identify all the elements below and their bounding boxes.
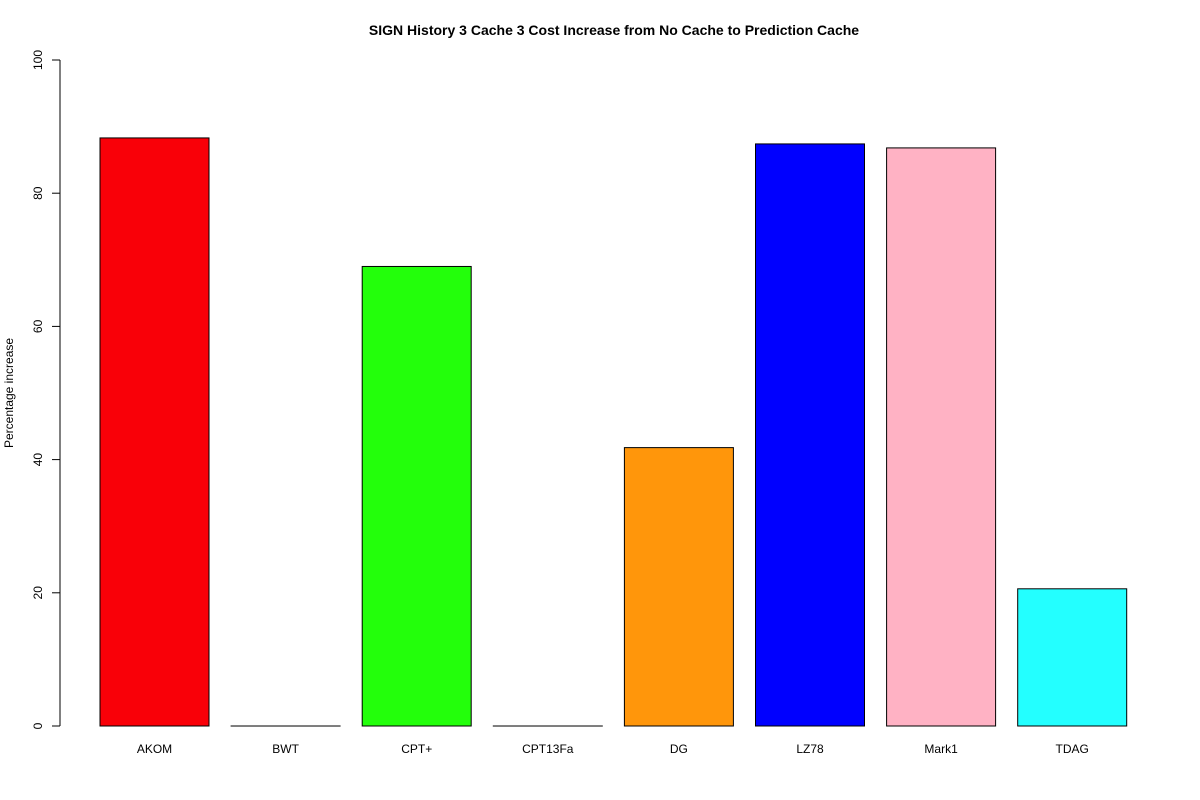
y-axis: 0 20 40 60 80 100 [31, 50, 61, 729]
y-tick-label: 20 [31, 586, 45, 600]
y-tick-label: 100 [31, 50, 45, 70]
x-tick-label: DG [670, 742, 688, 756]
bar-akom [99, 137, 210, 727]
bar-mark1 [886, 147, 997, 727]
x-tick-label: AKOM [137, 742, 172, 756]
y-tick-label: 80 [31, 186, 45, 200]
bar-tdag [1017, 588, 1128, 727]
bars-group [99, 137, 1128, 727]
x-tick-label: CPT+ [401, 742, 432, 756]
y-axis-label: Percentage increase [2, 338, 16, 448]
bar-lz78 [755, 143, 865, 727]
y-tick-label: 60 [31, 319, 45, 333]
x-tick-labels: AKOM BWT CPT+ CPT13Fa DG LZ78 Mark1 TDAG [137, 742, 1089, 756]
y-tick-label: 40 [31, 453, 45, 467]
bar-cpt [361, 265, 472, 727]
bar-dg [623, 447, 734, 727]
x-tick-label: BWT [272, 742, 299, 756]
y-tick-label: 0 [31, 722, 45, 729]
x-tick-label: Mark1 [924, 742, 958, 756]
x-tick-label: TDAG [1056, 742, 1089, 756]
x-tick-label: CPT13Fa [522, 742, 574, 756]
x-tick-label: LZ78 [796, 742, 824, 756]
chart-title: SIGN History 3 Cache 3 Cost Increase fro… [369, 22, 859, 38]
